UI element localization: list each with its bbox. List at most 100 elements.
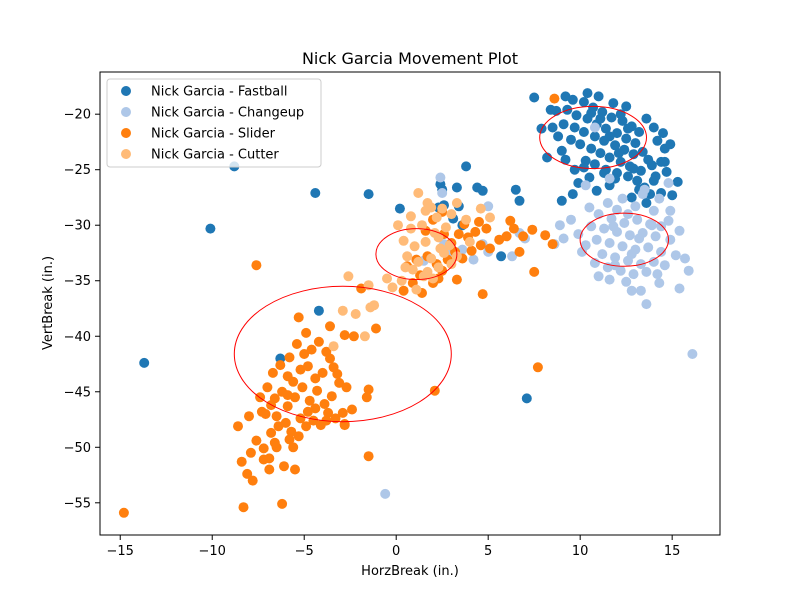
data-point: [529, 266, 540, 277]
data-point: [578, 127, 589, 137]
data-point: [586, 108, 597, 119]
data-point: [505, 215, 516, 226]
data-point: [398, 285, 409, 296]
data-point: [569, 122, 580, 133]
data-point: [553, 131, 564, 142]
x-tick-label: −5: [295, 544, 314, 559]
data-point: [260, 409, 271, 419]
data-point: [584, 172, 595, 183]
data-point: [238, 502, 249, 513]
x-axis-label: HorzBreak (in.): [361, 564, 459, 579]
data-point: [245, 447, 256, 458]
data-point: [304, 395, 315, 406]
cluster-ellipse-4: [233, 285, 452, 423]
data-point: [451, 182, 462, 193]
data-point: [393, 220, 403, 231]
data-point: [400, 262, 411, 273]
data-point: [288, 442, 299, 453]
data-point: [602, 198, 613, 208]
data-point: [242, 468, 253, 479]
data-point: [654, 278, 665, 288]
x-tick-label: 5: [484, 544, 492, 559]
data-point: [409, 241, 420, 252]
data-point: [501, 231, 512, 242]
data-point: [310, 373, 321, 384]
data-point: [615, 156, 626, 167]
data-point: [350, 309, 361, 319]
data-point: [560, 91, 571, 102]
data-point: [301, 421, 312, 432]
data-point: [288, 376, 299, 387]
data-point: [433, 262, 444, 273]
data-point: [435, 172, 446, 183]
data-point: [597, 249, 608, 260]
data-point: [313, 305, 324, 316]
data-point: [262, 382, 273, 393]
data-point: [648, 205, 659, 216]
data-point: [264, 464, 275, 475]
data-point: [589, 159, 600, 170]
data-point: [380, 488, 391, 499]
data-point: [422, 266, 433, 277]
data-point: [639, 184, 650, 195]
data-point: [279, 461, 289, 472]
data-point: [514, 246, 525, 257]
data-point: [319, 399, 330, 409]
y-tick-label: −40: [64, 330, 91, 345]
data-point: [680, 253, 690, 264]
data-point: [672, 176, 683, 187]
data-point: [251, 260, 262, 271]
data-point: [359, 331, 370, 342]
data-point: [118, 507, 129, 518]
data-point: [593, 91, 604, 102]
data-point: [431, 212, 442, 223]
data-point: [402, 251, 413, 262]
data-point: [630, 138, 641, 149]
y-axis-label: VertBreak (in.): [41, 256, 56, 350]
data-point: [545, 104, 556, 115]
data-point: [426, 253, 437, 264]
data-point: [286, 426, 297, 437]
data-point: [529, 92, 540, 103]
data-point: [233, 421, 243, 432]
legend-label: Nick Garcia - Changeup: [151, 106, 304, 121]
legend-marker: [121, 128, 131, 138]
data-point: [446, 259, 457, 270]
data-point: [547, 122, 558, 133]
data-point: [663, 178, 674, 188]
data-point: [293, 312, 304, 323]
data-point: [363, 189, 374, 200]
data-point: [429, 385, 440, 396]
data-point: [604, 238, 615, 248]
data-point: [339, 419, 350, 429]
data-point: [139, 357, 150, 368]
data-point: [496, 251, 507, 262]
data-point: [251, 435, 262, 446]
data-point: [365, 302, 376, 313]
data-point: [451, 198, 462, 208]
data-point: [481, 223, 492, 234]
data-point: [661, 166, 672, 177]
data-point: [468, 254, 479, 265]
data-point: [604, 152, 615, 163]
data-point: [547, 239, 558, 250]
data-point: [510, 184, 521, 195]
data-point: [578, 162, 589, 173]
data-point: [328, 341, 339, 352]
cluster-ellipse-2: [579, 212, 669, 267]
legend-marker: [121, 107, 131, 117]
data-point: [621, 133, 632, 144]
data-point: [656, 221, 667, 232]
data-point: [474, 216, 484, 227]
data-point: [595, 148, 606, 159]
data-point: [623, 123, 633, 134]
y-tick-label: −20: [64, 108, 91, 123]
data-point: [275, 360, 286, 371]
data-point: [604, 173, 615, 184]
y-tick-label: −35: [64, 274, 91, 289]
data-point: [451, 274, 462, 285]
x-axis-ticks: −15 −10 −5 0 5 10 15: [107, 535, 680, 559]
data-point: [236, 456, 247, 467]
data-point: [461, 214, 472, 225]
data-point: [665, 139, 676, 150]
